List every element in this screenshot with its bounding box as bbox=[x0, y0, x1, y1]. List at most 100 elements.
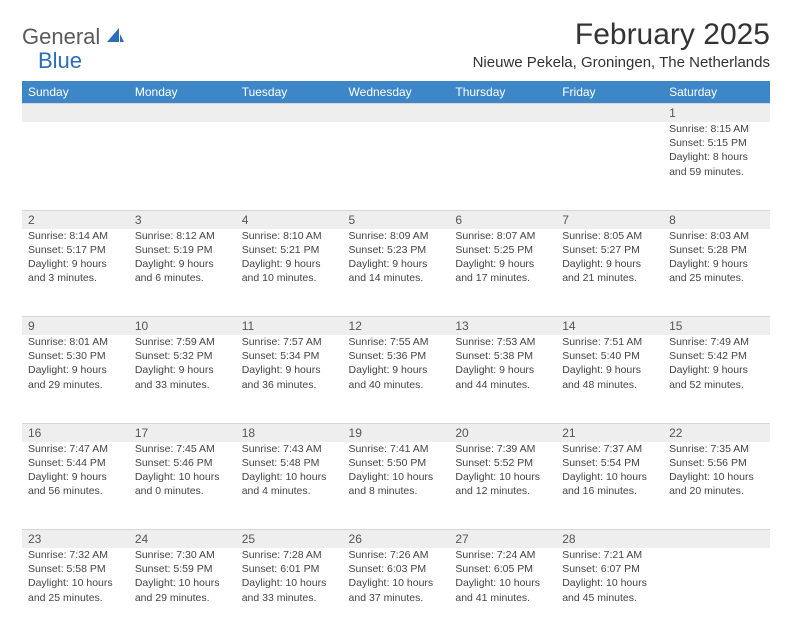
sunset-text: Sunset: 5:54 PM bbox=[562, 456, 657, 470]
day-cell: Sunrise: 8:09 AMSunset: 5:23 PMDaylight:… bbox=[343, 229, 450, 317]
day-cell: Sunrise: 8:10 AMSunset: 5:21 PMDaylight:… bbox=[236, 229, 343, 317]
sunrise-text: Sunrise: 8:14 AM bbox=[28, 229, 123, 243]
sunset-text: Sunset: 5:25 PM bbox=[455, 243, 550, 257]
day-number-cell: 4 bbox=[236, 210, 343, 229]
day-cell: Sunrise: 7:24 AMSunset: 6:05 PMDaylight:… bbox=[449, 548, 556, 636]
calendar-table: Sunday Monday Tuesday Wednesday Thursday… bbox=[22, 81, 770, 636]
day-header-mon: Monday bbox=[129, 81, 236, 104]
sunrise-text: Sunrise: 7:59 AM bbox=[135, 335, 230, 349]
sunrise-text: Sunrise: 7:53 AM bbox=[455, 335, 550, 349]
sunset-text: Sunset: 5:38 PM bbox=[455, 349, 550, 363]
sunrise-text: Sunrise: 7:37 AM bbox=[562, 442, 657, 456]
day-number-cell: 10 bbox=[129, 317, 236, 336]
day-number-cell: 20 bbox=[449, 423, 556, 442]
day-number-cell: 11 bbox=[236, 317, 343, 336]
day-number-cell: 1 bbox=[663, 104, 770, 123]
daylight-text: Daylight: 10 hours and 41 minutes. bbox=[455, 576, 550, 604]
sunset-text: Sunset: 5:23 PM bbox=[349, 243, 444, 257]
sunrise-text: Sunrise: 8:01 AM bbox=[28, 335, 123, 349]
sunset-text: Sunset: 5:21 PM bbox=[242, 243, 337, 257]
daylight-text: Daylight: 8 hours and 59 minutes. bbox=[669, 150, 764, 178]
day-cell: Sunrise: 7:41 AMSunset: 5:50 PMDaylight:… bbox=[343, 442, 450, 530]
day-cell bbox=[22, 122, 129, 210]
daylight-text: Daylight: 9 hours and 6 minutes. bbox=[135, 257, 230, 285]
daylight-text: Daylight: 10 hours and 20 minutes. bbox=[669, 470, 764, 498]
day-cell bbox=[236, 122, 343, 210]
day-header-wed: Wednesday bbox=[343, 81, 450, 104]
sunset-text: Sunset: 6:07 PM bbox=[562, 562, 657, 576]
day-number-cell: 13 bbox=[449, 317, 556, 336]
daylight-text: Daylight: 10 hours and 4 minutes. bbox=[242, 470, 337, 498]
day-cell: Sunrise: 8:15 AMSunset: 5:15 PMDaylight:… bbox=[663, 122, 770, 210]
sunrise-text: Sunrise: 7:47 AM bbox=[28, 442, 123, 456]
daylight-text: Daylight: 10 hours and 16 minutes. bbox=[562, 470, 657, 498]
day-number-cell: 22 bbox=[663, 423, 770, 442]
day-number-cell: 17 bbox=[129, 423, 236, 442]
daylight-text: Daylight: 10 hours and 25 minutes. bbox=[28, 576, 123, 604]
day-cell: Sunrise: 7:59 AMSunset: 5:32 PMDaylight:… bbox=[129, 335, 236, 423]
day-cell: Sunrise: 7:47 AMSunset: 5:44 PMDaylight:… bbox=[22, 442, 129, 530]
day-cell: Sunrise: 7:39 AMSunset: 5:52 PMDaylight:… bbox=[449, 442, 556, 530]
sunrise-text: Sunrise: 7:24 AM bbox=[455, 548, 550, 562]
day-number-cell bbox=[22, 104, 129, 123]
sunset-text: Sunset: 5:48 PM bbox=[242, 456, 337, 470]
sunset-text: Sunset: 5:27 PM bbox=[562, 243, 657, 257]
daylight-text: Daylight: 9 hours and 48 minutes. bbox=[562, 363, 657, 391]
day-cell bbox=[663, 548, 770, 636]
day-header-tue: Tuesday bbox=[236, 81, 343, 104]
daylight-text: Daylight: 10 hours and 12 minutes. bbox=[455, 470, 550, 498]
daylight-text: Daylight: 9 hours and 56 minutes. bbox=[28, 470, 123, 498]
logo-blue-text-wrap: Blue bbox=[38, 48, 82, 74]
daylight-text: Daylight: 9 hours and 25 minutes. bbox=[669, 257, 764, 285]
day-number-row: 232425262728 bbox=[22, 530, 770, 549]
sunrise-text: Sunrise: 8:05 AM bbox=[562, 229, 657, 243]
day-number-cell: 25 bbox=[236, 530, 343, 549]
day-cell: Sunrise: 7:45 AMSunset: 5:46 PMDaylight:… bbox=[129, 442, 236, 530]
daylight-text: Daylight: 9 hours and 36 minutes. bbox=[242, 363, 337, 391]
daylight-text: Daylight: 9 hours and 29 minutes. bbox=[28, 363, 123, 391]
day-cell bbox=[129, 122, 236, 210]
daylight-text: Daylight: 10 hours and 37 minutes. bbox=[349, 576, 444, 604]
sunset-text: Sunset: 5:56 PM bbox=[669, 456, 764, 470]
day-header-row: Sunday Monday Tuesday Wednesday Thursday… bbox=[22, 81, 770, 104]
day-number-row: 9101112131415 bbox=[22, 317, 770, 336]
sunrise-text: Sunrise: 8:03 AM bbox=[669, 229, 764, 243]
day-number-cell bbox=[129, 104, 236, 123]
sunrise-text: Sunrise: 7:35 AM bbox=[669, 442, 764, 456]
sunset-text: Sunset: 5:44 PM bbox=[28, 456, 123, 470]
daylight-text: Daylight: 9 hours and 44 minutes. bbox=[455, 363, 550, 391]
sunrise-text: Sunrise: 7:55 AM bbox=[349, 335, 444, 349]
day-number-row: 16171819202122 bbox=[22, 423, 770, 442]
day-number-cell: 16 bbox=[22, 423, 129, 442]
sunset-text: Sunset: 5:36 PM bbox=[349, 349, 444, 363]
sunset-text: Sunset: 5:46 PM bbox=[135, 456, 230, 470]
day-number-cell: 7 bbox=[556, 210, 663, 229]
day-cell bbox=[449, 122, 556, 210]
sunrise-text: Sunrise: 7:41 AM bbox=[349, 442, 444, 456]
daylight-text: Daylight: 9 hours and 14 minutes. bbox=[349, 257, 444, 285]
sunrise-text: Sunrise: 7:21 AM bbox=[562, 548, 657, 562]
day-cell: Sunrise: 8:01 AMSunset: 5:30 PMDaylight:… bbox=[22, 335, 129, 423]
daylight-text: Daylight: 9 hours and 33 minutes. bbox=[135, 363, 230, 391]
title-block: February 2025 Nieuwe Pekela, Groningen, … bbox=[473, 18, 770, 71]
sunset-text: Sunset: 5:40 PM bbox=[562, 349, 657, 363]
day-cell bbox=[556, 122, 663, 210]
day-cell: Sunrise: 7:51 AMSunset: 5:40 PMDaylight:… bbox=[556, 335, 663, 423]
day-number-row: 1 bbox=[22, 104, 770, 123]
day-number-cell: 26 bbox=[343, 530, 450, 549]
day-number-cell: 5 bbox=[343, 210, 450, 229]
daylight-text: Daylight: 10 hours and 0 minutes. bbox=[135, 470, 230, 498]
day-cell bbox=[343, 122, 450, 210]
sunrise-text: Sunrise: 8:10 AM bbox=[242, 229, 337, 243]
sunrise-text: Sunrise: 8:15 AM bbox=[669, 122, 764, 136]
day-number-cell bbox=[663, 530, 770, 549]
day-content-row: Sunrise: 7:32 AMSunset: 5:58 PMDaylight:… bbox=[22, 548, 770, 636]
sunrise-text: Sunrise: 7:32 AM bbox=[28, 548, 123, 562]
sunset-text: Sunset: 5:17 PM bbox=[28, 243, 123, 257]
sunrise-text: Sunrise: 7:49 AM bbox=[669, 335, 764, 349]
day-number-cell: 14 bbox=[556, 317, 663, 336]
day-cell: Sunrise: 7:43 AMSunset: 5:48 PMDaylight:… bbox=[236, 442, 343, 530]
day-cell: Sunrise: 7:26 AMSunset: 6:03 PMDaylight:… bbox=[343, 548, 450, 636]
logo-text-blue: Blue bbox=[38, 48, 82, 73]
sunset-text: Sunset: 5:28 PM bbox=[669, 243, 764, 257]
